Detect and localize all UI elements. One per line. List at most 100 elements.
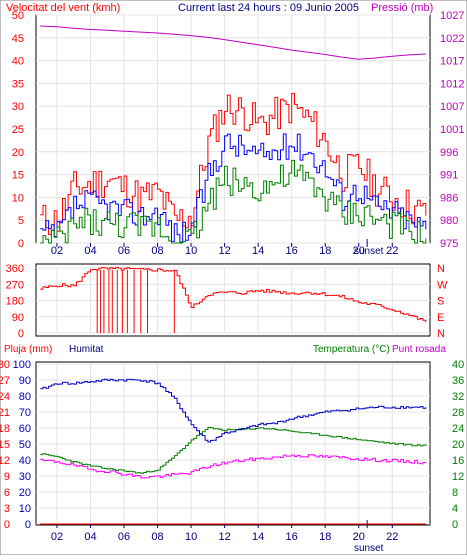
wind-tick-0: 0 (18, 238, 24, 250)
rain-tick-label-12: 12 (218, 531, 230, 543)
wind-average-line (40, 133, 427, 243)
wind-gust-line (40, 92, 427, 236)
pressure-tick-1007: 1007 (440, 101, 464, 113)
temperature-tick-8: 8 (452, 487, 458, 499)
temperature-tick-40: 40 (452, 359, 464, 371)
pressure-axis: 975 980 986 991 996 1001 1007 1012 1017 1022 1027 (440, 10, 464, 250)
rain-tick-label-04: 04 (84, 531, 96, 543)
rain-tick-label-20: 20 (353, 531, 365, 543)
temperature-axis: 0 4 8 12 16 20 24 28 32 36 40 (452, 359, 464, 531)
humidity-tick-80: 80 (19, 391, 31, 403)
humidity-tick-90: 90 (19, 375, 31, 387)
rain-tick-label-14: 14 (252, 531, 264, 543)
direction-tick-360: 360 (6, 263, 24, 275)
wind-tick-30: 30 (12, 101, 24, 113)
humidity-tick-30: 30 (19, 471, 31, 483)
pressure-tick-986: 986 (440, 192, 458, 204)
compass-tick-0: N (437, 263, 445, 275)
wind-tick-label-14: 14 (252, 245, 264, 257)
rain-tick-label-22: 22 (386, 531, 398, 543)
wind-tick-40: 40 (12, 56, 24, 68)
wind-tick-25: 25 (12, 124, 24, 136)
wind-series (40, 25, 427, 244)
rain-tick-label-06: 06 (118, 531, 130, 543)
pressure-tick-975: 975 (440, 238, 458, 250)
rain-tick-label-10: 10 (185, 531, 197, 543)
rain-tick-6: 6 (4, 487, 10, 499)
rain-tick-9: 9 (4, 471, 10, 483)
wind-tick-label-02: 02 (51, 245, 63, 257)
wind-tick-label-04: 04 (84, 245, 96, 257)
rain-tick-label-18: 18 (319, 531, 331, 543)
wind-tick-label-16: 16 (286, 245, 298, 257)
pressure-tick-980: 980 (440, 215, 458, 227)
temperature-tick-16: 16 (452, 455, 464, 467)
humidity-tick-10: 10 (19, 503, 31, 515)
wind-tick-5: 5 (18, 215, 24, 227)
wind-speed-axis: 0 5 10 15 20 25 30 35 40 45 50 (12, 10, 24, 250)
wind-speed-label: Velocitat del vent (kmh) (6, 2, 120, 14)
wind-tick-10: 10 (12, 192, 24, 204)
sunset-label-top: sunset (354, 246, 384, 257)
wind-tick-label-18: 18 (319, 245, 331, 257)
wind-tick-label-08: 08 (151, 245, 163, 257)
direction-series (40, 266, 427, 333)
temperature-line (40, 426, 427, 474)
rain-tick-15: 15 (0, 439, 10, 451)
compass-tick-1: W (437, 279, 448, 291)
humidity-tick-40: 40 (19, 455, 31, 467)
pressure-tick-1001: 1001 (440, 124, 464, 136)
temperature-tick-36: 36 (452, 375, 464, 387)
temperature-label: Temperatura (°C) (313, 344, 390, 355)
wind-tick-15: 15 (12, 170, 24, 182)
pressure-tick-996: 996 (440, 147, 458, 159)
compass-tick-3: E (437, 312, 444, 324)
wind-minimum-line (40, 159, 427, 244)
rain-tick-0: 0 (4, 519, 10, 531)
humidity-line (40, 378, 427, 443)
wind-tick-35: 35 (12, 78, 24, 90)
pressure-tick-991: 991 (440, 170, 458, 182)
compass-tick-4: N (437, 328, 445, 340)
rain-label: Pluja (mm) (4, 344, 52, 355)
rain-time-axis: 02 04 06 08 10 12 14 16 18 20 22 (51, 520, 398, 543)
temperature-tick-32: 32 (452, 391, 464, 403)
pressure-tick-1027: 1027 (440, 10, 464, 22)
rain-tick-3: 3 (4, 503, 10, 515)
humidity-tick-70: 70 (19, 407, 31, 419)
humidity-tick-20: 20 (19, 487, 31, 499)
rain-tick-27: 27 (0, 375, 10, 387)
rain-tick-12: 12 (0, 455, 10, 467)
rain-tick-label-08: 08 (151, 531, 163, 543)
direction-tick-0: 0 (18, 328, 24, 340)
humidity-tick-50: 50 (19, 439, 31, 451)
temperature-tick-28: 28 (452, 407, 464, 419)
humidity-tick-60: 60 (19, 423, 31, 435)
compass-tick-2: S (437, 296, 444, 308)
temperature-tick-4: 4 (452, 503, 458, 515)
temperature-tick-24: 24 (452, 423, 464, 435)
humidity-axis: 0 10 20 30 40 50 60 70 80 90 100 (13, 359, 31, 531)
wind-tick-label-22: 22 (386, 245, 398, 257)
rain-tick-label-16: 16 (286, 531, 298, 543)
rain-humidity-temperature-panel: Pluja (mm) Humitat Temperatura (°C) Punt… (0, 344, 464, 554)
wind-tick-20: 20 (12, 147, 24, 159)
direction-tick-270: 270 (6, 279, 24, 291)
wind-time-axis: 02 04 06 08 10 12 14 16 18 20 22 (51, 239, 398, 257)
wind-tick-50: 50 (12, 10, 24, 22)
humidity-tick-100: 100 (13, 359, 31, 371)
dewpoint-label: Punt rosada (392, 344, 446, 355)
wind-pressure-panel: 0 5 10 15 20 25 30 35 40 45 50 975 980 986 991 996 1001… (12, 10, 465, 257)
pressure-tick-1017: 1017 (440, 56, 464, 68)
direction-tick-90: 90 (12, 312, 24, 324)
wind-tick-label-10: 10 (185, 245, 197, 257)
wind-tick-45: 45 (12, 33, 24, 45)
direction-degrees-axis: 0 90 180 270 360 (6, 263, 24, 340)
current-date-label: Current last 24 hours : 09 Junio 2005 (178, 2, 359, 14)
humidity-tick-0: 0 (25, 519, 31, 531)
rain-tick-18: 18 (0, 423, 10, 435)
wind-tick-label-06: 06 (118, 245, 130, 257)
rain-humidity-series (40, 378, 427, 525)
